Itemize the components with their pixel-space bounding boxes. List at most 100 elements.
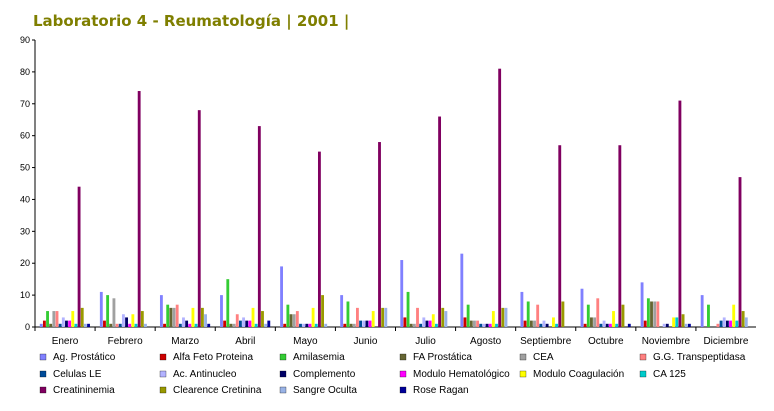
bar [235, 314, 239, 327]
bar [220, 295, 223, 327]
bar [491, 311, 495, 327]
bar [324, 323, 328, 327]
bar [172, 307, 176, 327]
bar [248, 320, 252, 327]
bar [295, 311, 299, 327]
bar [612, 311, 615, 327]
bar [627, 323, 631, 327]
bar [286, 304, 290, 327]
bar [99, 291, 103, 327]
bar [308, 323, 312, 327]
bar [77, 186, 81, 327]
legend-swatch [39, 386, 47, 394]
bar [719, 320, 723, 327]
bar [229, 323, 233, 327]
bar [204, 314, 207, 327]
bar [722, 317, 726, 327]
legend-swatch [279, 370, 287, 378]
legend-swatch [279, 353, 287, 361]
bar [466, 304, 470, 327]
bar [140, 311, 144, 327]
bar [261, 311, 264, 327]
bar [583, 323, 587, 327]
bar [115, 323, 119, 327]
y-tick-label: 10 [20, 290, 30, 300]
bar [504, 307, 508, 327]
bar [232, 323, 236, 327]
legend-swatch [399, 370, 407, 378]
bar [460, 253, 464, 327]
legend-label: FA Prostática [413, 352, 472, 363]
bar [194, 323, 198, 327]
x-category-label: Enero [52, 336, 79, 347]
x-category-label: Noviembre [642, 336, 691, 347]
bar [61, 317, 65, 327]
bar [267, 320, 271, 327]
bar [593, 317, 597, 327]
y-tick-label: 20 [20, 258, 30, 268]
bar [602, 320, 606, 327]
bar [80, 307, 84, 327]
bar [65, 320, 68, 327]
y-tick-label: 80 [20, 67, 30, 77]
y-tick-label: 60 [20, 131, 30, 141]
bar [485, 323, 489, 327]
bar [735, 320, 739, 327]
legend-label: Amilasemia [293, 352, 345, 363]
bar [197, 110, 201, 327]
bar [419, 323, 423, 327]
bar [473, 320, 476, 327]
bar [144, 323, 147, 327]
bar [346, 301, 350, 327]
legend-swatch [39, 370, 47, 378]
bar [643, 320, 647, 327]
legend-swatch [519, 353, 527, 361]
bar [299, 323, 302, 327]
bar [159, 295, 163, 327]
legend-label: Sangre Oculta [293, 385, 357, 396]
bar [656, 301, 660, 327]
bar [52, 311, 56, 327]
x-category-label: Septiembre [520, 336, 572, 347]
bar [314, 323, 318, 327]
bar [169, 307, 173, 327]
x-category-label: Julio [415, 336, 436, 347]
bar [254, 323, 258, 327]
legend-swatch [639, 353, 647, 361]
bar [103, 320, 106, 327]
bar [672, 317, 676, 327]
bar [42, 320, 46, 327]
bar [640, 282, 644, 327]
bar [545, 323, 549, 327]
legend-label: Complemento [293, 369, 356, 380]
bar [175, 304, 179, 327]
bar [302, 323, 306, 327]
bar [729, 320, 732, 327]
bar [200, 307, 204, 327]
x-category-label: Marzo [171, 336, 199, 347]
bar [207, 323, 211, 327]
bar [356, 307, 359, 327]
legend-swatch [399, 386, 407, 394]
bar [422, 317, 426, 327]
bar [744, 317, 748, 327]
bar [552, 317, 555, 327]
x-category-label: Febrero [108, 336, 143, 347]
x-category-label: Diciembre [703, 336, 748, 347]
bar [605, 323, 609, 327]
bar [166, 304, 170, 327]
bars [39, 68, 748, 328]
bar [242, 317, 245, 327]
bar [112, 298, 116, 327]
bar [438, 116, 442, 327]
bar [463, 317, 467, 327]
bar [400, 260, 404, 327]
legend-swatch [639, 370, 647, 378]
bar [555, 323, 559, 327]
bar [371, 311, 375, 327]
bar [292, 314, 296, 327]
bar [68, 320, 72, 327]
legend-swatch [399, 353, 407, 361]
bar [687, 323, 691, 327]
bar [109, 323, 113, 327]
